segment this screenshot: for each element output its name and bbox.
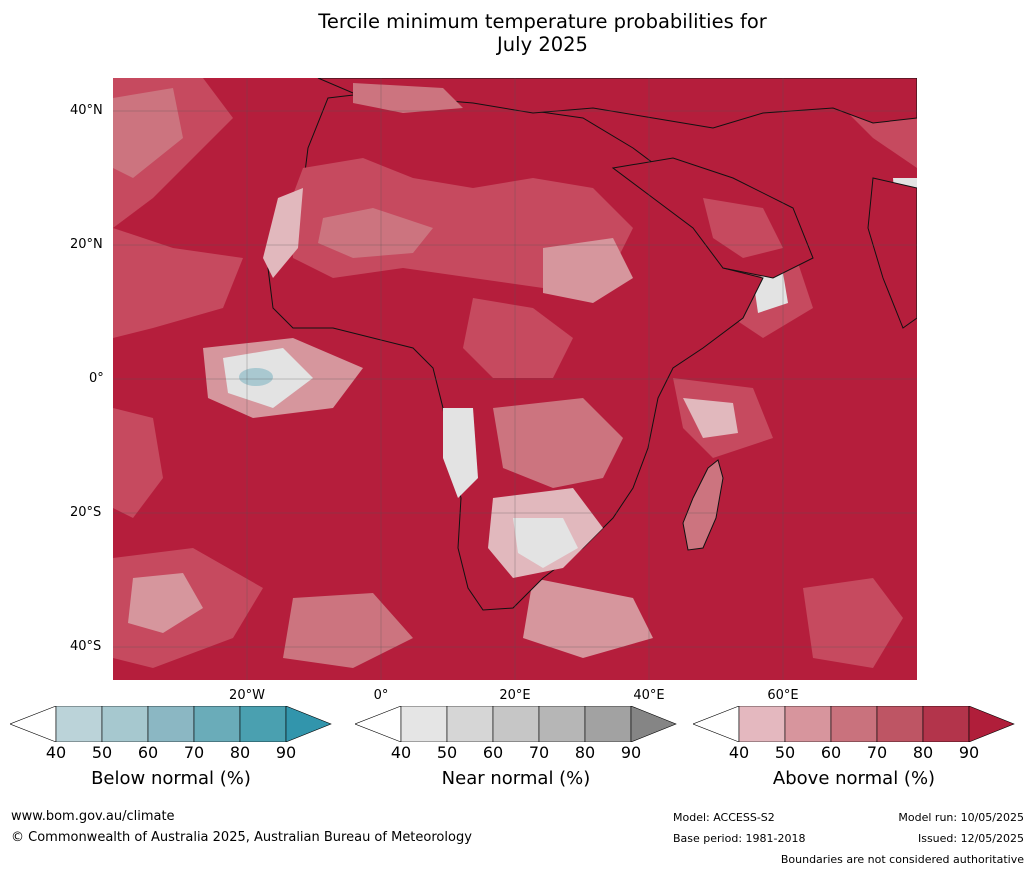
tick: 90	[958, 743, 980, 762]
colorbar-segment	[830, 706, 878, 742]
tick: 60	[820, 743, 842, 762]
shade-region	[523, 578, 653, 658]
shade-region	[353, 83, 463, 113]
shade-region	[543, 238, 633, 303]
colorbar-segment	[738, 706, 786, 742]
near-normal-region	[513, 518, 578, 568]
probability-map[interactable]	[113, 78, 917, 680]
shade-region	[463, 298, 573, 378]
colorbar-segment	[355, 706, 402, 742]
colorbar-segment	[492, 706, 540, 742]
colorbar-segment	[693, 706, 740, 742]
shade-region	[113, 408, 163, 518]
colorbar-segment	[285, 706, 332, 742]
tick: 90	[275, 743, 297, 762]
colorbar-segment	[968, 706, 1015, 742]
below-normal-region	[239, 368, 273, 386]
colorbar-near-label: Near normal (%)	[441, 768, 591, 789]
tick: 40	[45, 743, 67, 762]
colorbar-near-svg	[355, 706, 677, 742]
tick: 60	[482, 743, 504, 762]
footer-model-run: Model run: 10/05/2025	[898, 811, 1024, 824]
shade-region	[703, 198, 783, 258]
colorbar-segment	[101, 706, 149, 742]
title-line-2: July 2025	[497, 33, 588, 56]
footer-model: Model: ACCESS-S2	[673, 811, 775, 824]
graticule	[113, 78, 917, 680]
tick: 60	[137, 743, 159, 762]
tick: 90	[620, 743, 642, 762]
tick: 50	[774, 743, 796, 762]
colorbar-above-svg	[693, 706, 1015, 742]
lat-label-20s: 20°S	[70, 505, 102, 520]
colorbar-segment	[922, 706, 970, 742]
lat-label-40n: 40°N	[70, 103, 103, 118]
footer-disclaimer: Boundaries are not considered authoritat…	[780, 853, 1024, 866]
lat-label-40s: 40°S	[70, 639, 102, 654]
lon-label-20e: 20°E	[499, 688, 531, 703]
lon-label-40e: 40°E	[633, 688, 665, 703]
tick: 70	[183, 743, 205, 762]
madagascar-land	[682, 459, 724, 551]
colorbar-segment	[584, 706, 632, 742]
shade-region	[318, 208, 433, 258]
footer-issued: Issued: 12/05/2025	[917, 832, 1024, 845]
near-normal-region	[753, 273, 788, 313]
colorbar-segment	[400, 706, 448, 742]
shade-region	[113, 228, 243, 338]
footer-url[interactable]: www.bom.gov.au/climate	[11, 809, 175, 824]
map-title: Tercile minimum temperature probabilitie…	[0, 10, 1035, 56]
lon-label-60e: 60°E	[767, 688, 799, 703]
tick: 80	[912, 743, 934, 762]
colorbar-segment	[784, 706, 832, 742]
shade-region	[283, 593, 413, 668]
footer-base-period: Base period: 1981-2018	[673, 832, 806, 845]
colorbar-below-svg	[10, 706, 332, 742]
lon-label-0: 0°	[373, 688, 389, 703]
lat-label-0: 0°	[89, 371, 104, 386]
lat-label-20n: 20°N	[70, 237, 103, 252]
colorbar-segment	[446, 706, 494, 742]
map-canvas	[113, 78, 917, 680]
tick: 70	[866, 743, 888, 762]
title-line-1: Tercile minimum temperature probabilitie…	[318, 10, 767, 33]
tick: 50	[91, 743, 113, 762]
colorbar-below-normal	[10, 706, 332, 742]
colorbar-segment	[630, 706, 677, 742]
colorbar-below-label: Below normal (%)	[91, 768, 251, 789]
tick: 70	[528, 743, 550, 762]
shade-region	[493, 398, 623, 488]
tick: 50	[436, 743, 458, 762]
shade-region	[803, 578, 903, 668]
colorbar-segment	[193, 706, 241, 742]
tick: 40	[390, 743, 412, 762]
colorbar-near-normal	[355, 706, 677, 742]
colorbar-segment	[876, 706, 924, 742]
footer-copyright: © Commonwealth of Australia 2025, Austra…	[11, 830, 472, 845]
shade-region	[683, 398, 738, 438]
colorbar-segment	[10, 706, 57, 742]
tick: 40	[728, 743, 750, 762]
colorbar-above-label: Above normal (%)	[772, 768, 936, 789]
colorbar-segment	[538, 706, 586, 742]
shade-region	[113, 88, 183, 178]
tick: 80	[229, 743, 251, 762]
shade-region	[263, 188, 303, 278]
shade-region	[128, 573, 203, 633]
lon-label-20w: 20°W	[229, 688, 265, 703]
colorbar-segment	[147, 706, 195, 742]
colorbar-segment	[239, 706, 287, 742]
colorbar-segment	[55, 706, 103, 742]
near-normal-region	[443, 408, 478, 498]
colorbar-above-normal	[693, 706, 1015, 742]
tick: 80	[574, 743, 596, 762]
india-land	[867, 177, 917, 329]
